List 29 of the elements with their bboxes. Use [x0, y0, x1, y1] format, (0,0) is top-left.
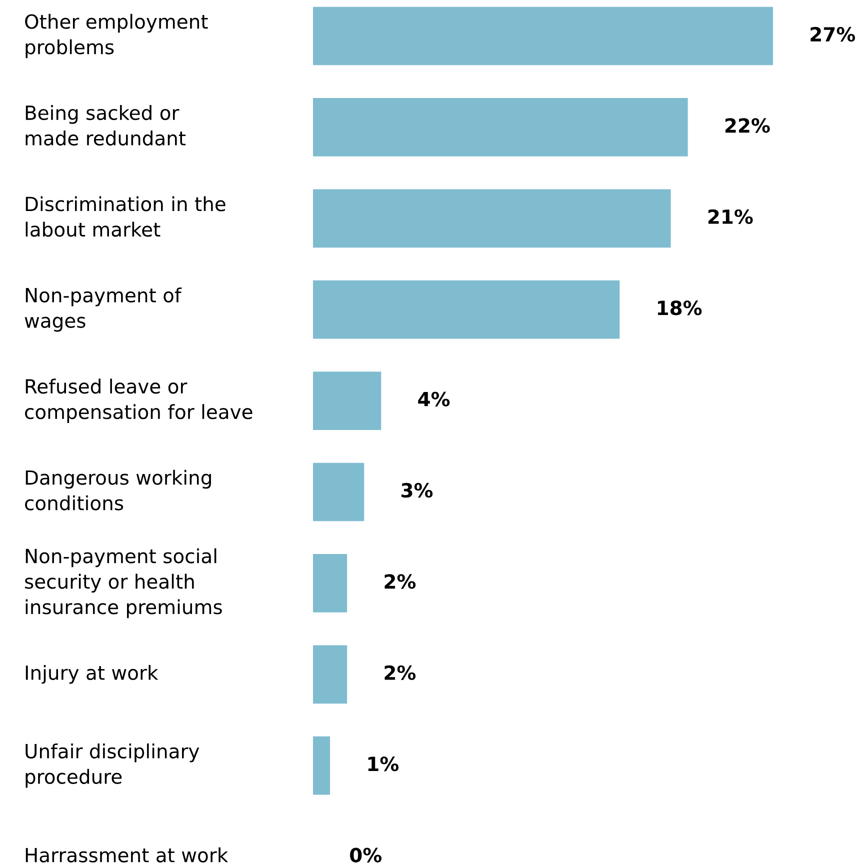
data-label: 0%	[350, 848, 382, 862]
bar	[313, 189, 671, 248]
bar	[313, 462, 364, 522]
y-tick-label: Non-payment of wages	[24, 287, 182, 332]
y-tick-label: Discrimination in the labout market	[26, 196, 226, 237]
data-label: 22%	[725, 118, 770, 133]
bar	[313, 6, 773, 66]
data-label: 2%	[384, 574, 416, 589]
bar	[313, 280, 620, 339]
data-label: 27%	[810, 26, 856, 42]
data-label: 1%	[368, 756, 399, 772]
data-label: 3%	[402, 482, 433, 498]
data-label: 2%	[384, 665, 416, 680]
y-tick-label: Refused leave or compensation for leave	[25, 378, 252, 423]
y-tick-label: Being sacked or made redundant	[26, 105, 186, 146]
bar	[313, 372, 382, 430]
y-tick-label: Harrassment at work	[26, 847, 228, 862]
bar	[313, 736, 330, 795]
y-tick-label: Dangerous working conditions	[25, 470, 211, 510]
data-label: 18%	[658, 300, 702, 316]
y-tick-label: Non-payment social security or health insurance premiums	[25, 548, 222, 618]
bar	[313, 554, 348, 612]
y-tick-label: Injury at work	[26, 664, 158, 684]
y-tick-label: Unfair disciplinary procedure	[26, 743, 200, 788]
bar	[313, 98, 688, 156]
data-label: 21%	[708, 209, 753, 224]
y-tick-label: Other employment problems	[25, 14, 208, 58]
bar	[313, 645, 348, 704]
data-label: 4%	[418, 392, 450, 406]
